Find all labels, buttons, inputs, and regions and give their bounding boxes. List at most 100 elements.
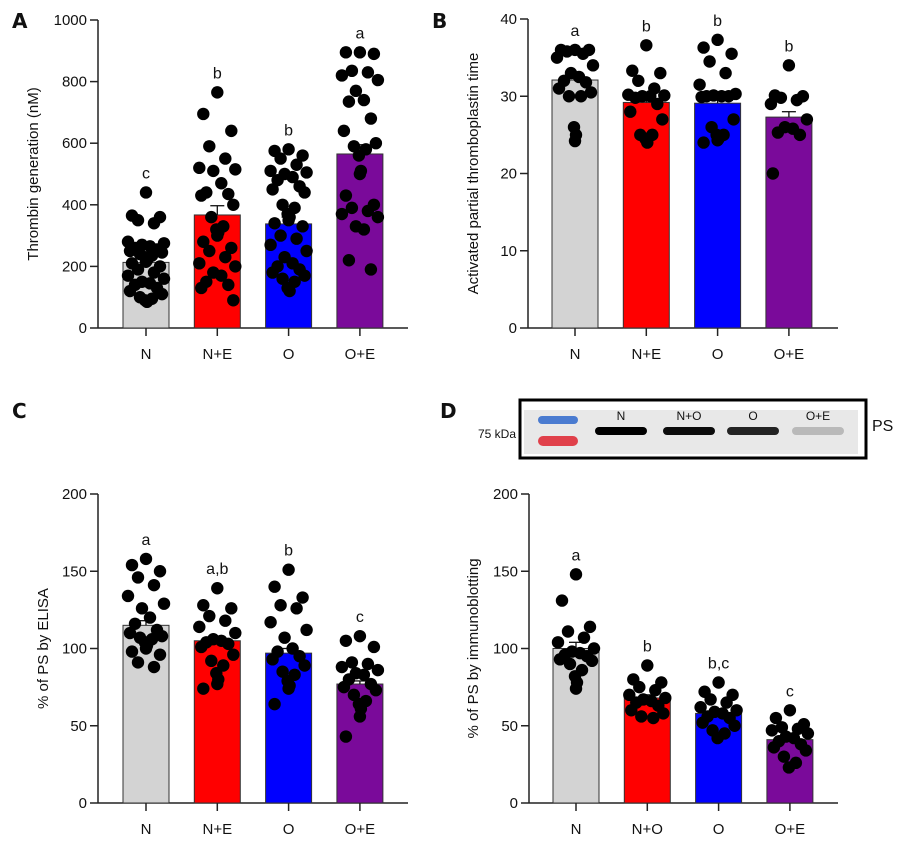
data-point bbox=[271, 173, 284, 187]
x-tick-label: O+E bbox=[774, 346, 804, 363]
data-point bbox=[193, 620, 206, 634]
data-point bbox=[728, 719, 741, 732]
data-point bbox=[143, 611, 157, 624]
data-point bbox=[215, 177, 228, 190]
y-tick-label: 0 bbox=[510, 795, 518, 812]
data-point bbox=[264, 164, 277, 178]
data-point bbox=[283, 284, 296, 298]
data-point bbox=[131, 656, 145, 669]
chart-panel-d: D % of PS by immunoblotting 0 50 100 150 200 Na… bbox=[440, 399, 838, 838]
data-point bbox=[225, 124, 238, 138]
data-point bbox=[147, 217, 161, 230]
data-point bbox=[276, 198, 289, 211]
data-point bbox=[347, 140, 361, 153]
data-point bbox=[711, 731, 724, 745]
data-point bbox=[229, 260, 242, 273]
data-point bbox=[335, 69, 349, 82]
data-point bbox=[782, 59, 796, 72]
data-point bbox=[371, 73, 385, 87]
data-point bbox=[782, 761, 796, 774]
data-point bbox=[694, 701, 707, 714]
significance-label: b bbox=[642, 18, 651, 35]
protein-band bbox=[727, 427, 779, 435]
data-point bbox=[290, 602, 303, 615]
data-point bbox=[697, 136, 710, 149]
data-point bbox=[555, 594, 569, 607]
data-point bbox=[651, 97, 664, 111]
significance-label: a,b bbox=[206, 561, 228, 578]
x-tick-label: N+E bbox=[631, 346, 661, 363]
data-point bbox=[586, 59, 600, 72]
panel-letter: B bbox=[432, 9, 447, 33]
x-tick-label: O+E bbox=[775, 821, 805, 838]
panel-letter: A bbox=[12, 9, 28, 33]
data-point bbox=[693, 78, 706, 91]
ladder-band-red bbox=[538, 436, 578, 446]
data-point bbox=[282, 682, 295, 695]
data-point bbox=[552, 82, 566, 95]
data-point bbox=[140, 295, 154, 309]
data-point bbox=[339, 46, 353, 59]
data-point bbox=[195, 640, 208, 654]
panel-letter: D bbox=[440, 399, 457, 423]
y-tick-label: 800 bbox=[62, 74, 87, 91]
data-point bbox=[298, 659, 311, 672]
x-tick-label: O bbox=[283, 821, 295, 838]
significance-label: b bbox=[213, 65, 222, 82]
data-point bbox=[339, 634, 353, 647]
y-axis-label: % of PS by immunoblotting bbox=[465, 558, 482, 738]
data-point bbox=[649, 684, 662, 697]
significance-label: b bbox=[643, 638, 652, 655]
data-point bbox=[658, 89, 671, 102]
data-point bbox=[203, 609, 216, 623]
data-point bbox=[722, 90, 735, 103]
data-point bbox=[793, 128, 807, 142]
significance-label: c bbox=[142, 165, 150, 182]
data-point bbox=[227, 198, 240, 211]
x-tick-label: N+E bbox=[202, 821, 232, 838]
data-point bbox=[139, 642, 153, 655]
lane-label: O+E bbox=[806, 409, 830, 423]
data-point bbox=[584, 86, 598, 99]
data-point bbox=[274, 152, 287, 165]
data-point bbox=[296, 220, 309, 233]
protein-band bbox=[595, 427, 647, 435]
data-point bbox=[574, 90, 588, 103]
data-point bbox=[577, 631, 591, 644]
data-point bbox=[654, 66, 667, 80]
data-point bbox=[300, 166, 313, 179]
significance-label: b bbox=[784, 38, 793, 55]
data-point bbox=[550, 51, 564, 64]
bar-o-plus-e bbox=[765, 116, 813, 329]
data-point bbox=[300, 623, 313, 637]
data-point bbox=[286, 170, 299, 184]
data-point bbox=[298, 186, 311, 199]
data-point bbox=[783, 704, 797, 717]
y-tick-label: 0 bbox=[79, 795, 87, 812]
data-point bbox=[227, 294, 240, 307]
data-point bbox=[647, 711, 660, 725]
data-point bbox=[711, 33, 724, 47]
data-point bbox=[153, 648, 167, 661]
x-tick-label: N bbox=[141, 346, 152, 363]
data-point bbox=[640, 39, 653, 52]
data-point bbox=[697, 41, 710, 54]
data-point bbox=[361, 204, 375, 218]
x-tick-label: N bbox=[571, 821, 582, 838]
data-point bbox=[195, 189, 208, 202]
lane-label: O bbox=[748, 409, 757, 423]
data-point bbox=[353, 46, 367, 59]
data-point bbox=[229, 163, 242, 176]
y-tick-label: 200 bbox=[62, 258, 87, 275]
data-point bbox=[290, 158, 303, 171]
data-point bbox=[560, 45, 574, 58]
significance-label: c bbox=[786, 683, 794, 700]
data-point bbox=[345, 64, 359, 78]
data-point bbox=[296, 149, 309, 162]
lane-label: N+O bbox=[676, 409, 701, 423]
data-point bbox=[293, 650, 306, 663]
y-tick-label: 50 bbox=[70, 718, 87, 735]
data-point bbox=[193, 257, 206, 270]
data-point bbox=[276, 665, 289, 678]
western-blot: 75 kDa PS N N+O O O+E bbox=[478, 398, 893, 460]
